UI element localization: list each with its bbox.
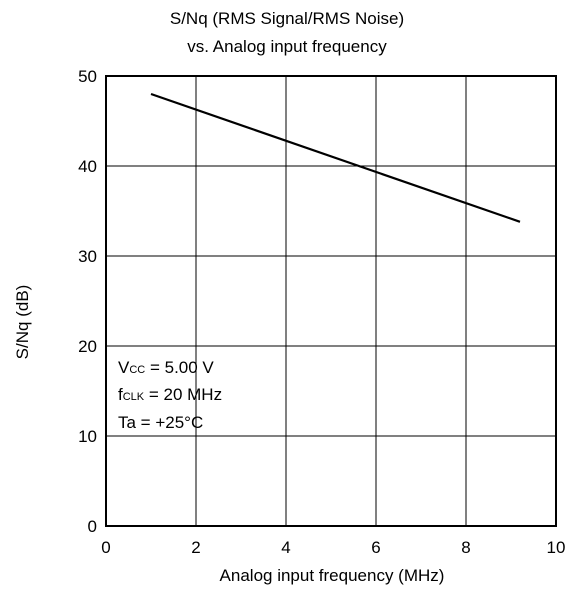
y-tick-labels: 0 10 20 30 40 50 bbox=[78, 67, 97, 536]
grid bbox=[106, 76, 556, 526]
series-group bbox=[151, 94, 520, 222]
annotation-vcc-main: V bbox=[118, 358, 130, 377]
y-tick-label: 30 bbox=[78, 247, 97, 266]
x-tick-label: 8 bbox=[461, 538, 470, 557]
annotation-fclk: fCLK = 20 MHz bbox=[118, 385, 222, 404]
y-axis-label: S/Nq (dB) bbox=[13, 285, 32, 360]
series-line bbox=[151, 94, 520, 222]
x-tick-labels: 0 2 4 6 8 10 bbox=[101, 538, 565, 557]
y-tick-label: 40 bbox=[78, 157, 97, 176]
x-axis-label: Analog input frequency (MHz) bbox=[220, 566, 445, 585]
x-tick-label: 0 bbox=[101, 538, 110, 557]
x-tick-label: 6 bbox=[371, 538, 380, 557]
annotation-ta: Ta = +25°C bbox=[118, 413, 203, 432]
x-tick-label: 2 bbox=[191, 538, 200, 557]
annotation-vcc-sub: CC bbox=[129, 364, 145, 376]
y-tick-label: 0 bbox=[88, 517, 97, 536]
annotation-vcc: VCC = 5.00 V bbox=[118, 358, 214, 377]
annotation-fclk-sub: CLK bbox=[123, 391, 145, 403]
annotation-vcc-value: = 5.00 V bbox=[145, 358, 214, 377]
annotation-fclk-value: = 20 MHz bbox=[144, 385, 222, 404]
x-tick-label: 4 bbox=[281, 538, 290, 557]
y-tick-label: 50 bbox=[78, 67, 97, 86]
y-tick-label: 20 bbox=[78, 337, 97, 356]
conditions-annotation: VCC = 5.00 V fCLK = 20 MHz Ta = +25°C bbox=[118, 358, 222, 432]
plot-frame bbox=[106, 76, 556, 526]
chart-title-line1: S/Nq (RMS Signal/RMS Noise) bbox=[170, 9, 404, 28]
chart-title-line2: vs. Analog input frequency bbox=[187, 37, 387, 56]
y-tick-label: 10 bbox=[78, 427, 97, 446]
x-tick-label: 10 bbox=[547, 538, 566, 557]
